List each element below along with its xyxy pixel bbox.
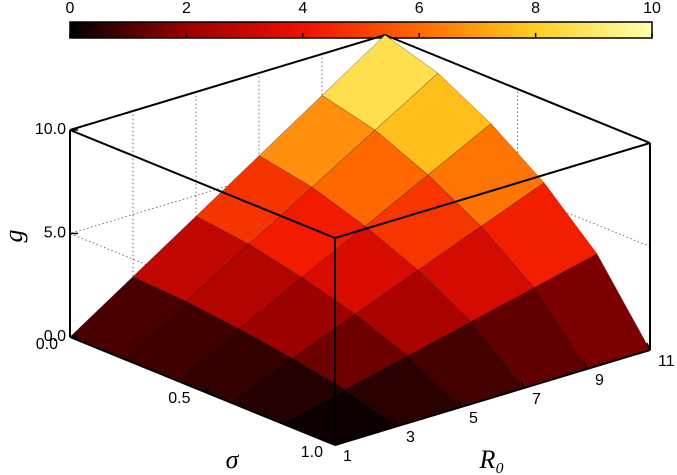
box-edge: [334, 142, 651, 239]
x-tick: [646, 342, 651, 351]
z-tick-label: 10.0: [35, 121, 66, 138]
colorbar-tick-label: 4: [298, 0, 307, 17]
box-edge: [69, 34, 386, 131]
colorbar: [69, 21, 653, 39]
z-tick-label: 5.0: [44, 225, 66, 242]
x-tick: [457, 399, 462, 408]
x-axis-label: R₀: [479, 445, 505, 474]
x-tick-label: 7: [532, 391, 541, 408]
y-tick-label: 0.5: [168, 390, 190, 407]
y-tick: [202, 388, 210, 392]
y-tick: [69, 334, 78, 338]
y-tick-label: 1.0: [301, 444, 323, 461]
x-tick: [583, 361, 588, 370]
box-edge: [69, 129, 336, 239]
colorbar-tick-label: 2: [182, 0, 191, 17]
z-axis-label: g: [0, 230, 28, 243]
x-tick-label: 1: [343, 448, 352, 465]
x-tick: [331, 437, 336, 446]
x-tick-label: 3: [406, 429, 415, 446]
y-tick: [334, 442, 343, 446]
grid-line: [258, 73, 525, 389]
z-tick-label: 0.0: [44, 328, 66, 345]
x-tick-label: 11: [658, 353, 675, 370]
colorbar-tick-label: 10: [643, 0, 661, 17]
x-tick: [394, 418, 399, 427]
x-tick: [520, 380, 525, 389]
y-axis-label: σ: [226, 445, 240, 474]
colorbar-tick-label: 8: [531, 0, 540, 17]
x-tick-label: 5: [469, 410, 478, 427]
x-tick-label: 9: [595, 372, 604, 389]
box-edge: [334, 349, 651, 446]
box-edge: [384, 34, 651, 144]
colorbar-tick-label: 0: [66, 0, 75, 17]
grid-line: [132, 111, 399, 427]
colorbar-tick-label: 6: [415, 0, 424, 17]
y-tick-label: 0.0: [36, 336, 58, 353]
grid-line: [195, 92, 462, 408]
